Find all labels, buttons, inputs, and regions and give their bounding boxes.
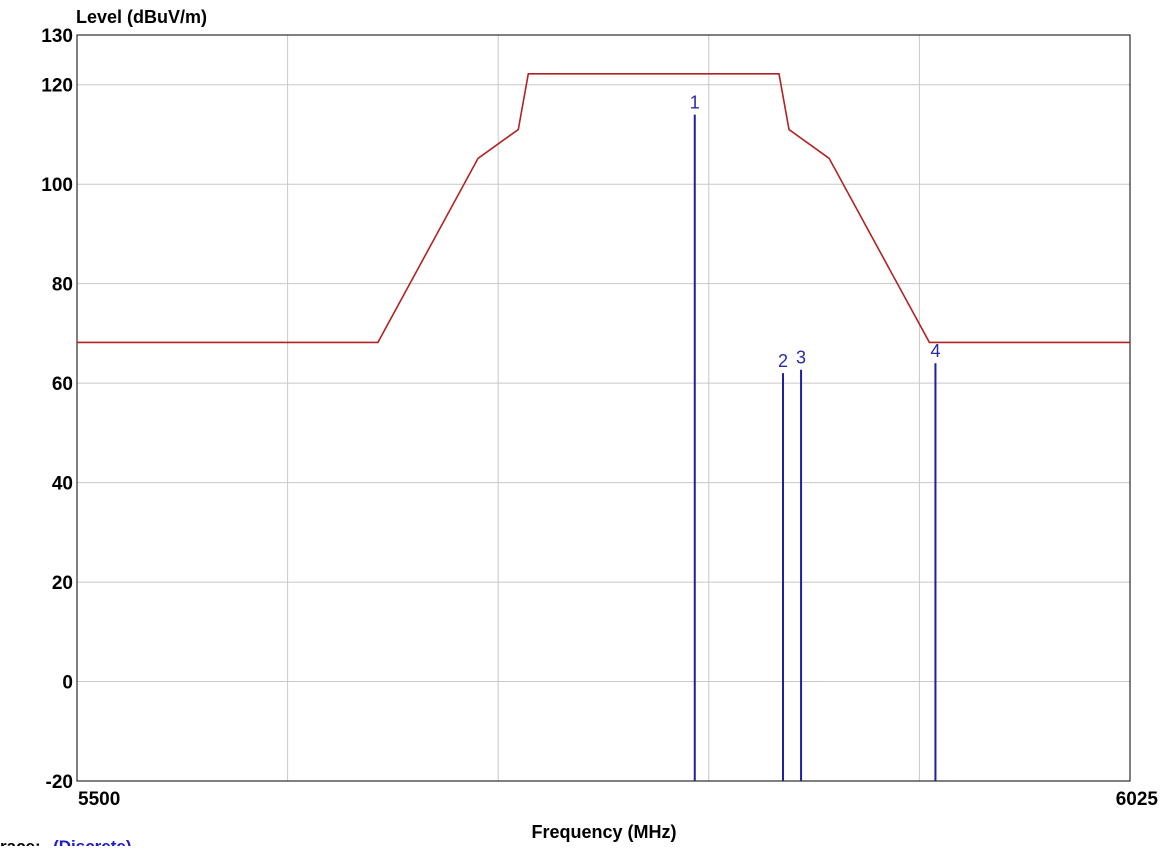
marker-label-4: 4 (930, 341, 940, 361)
plot-background (77, 35, 1130, 781)
trace-note-value: (Discrete) (53, 837, 131, 846)
x-axis-label: Frequency (MHz) (531, 822, 676, 842)
marker-label-1: 1 (690, 93, 700, 113)
marker-label-3: 3 (796, 348, 806, 368)
y-tick-label: 100 (41, 175, 73, 196)
y-tick-label: 40 (52, 474, 73, 495)
plot-border (76, 34, 1131, 782)
x-tick-label: 6025 (1116, 789, 1159, 810)
trace-note-label: race: (0, 837, 41, 846)
tick-layer: -20 0 20 40 60 80 100 120 130 5500 6025 (41, 26, 1158, 810)
y-tick-label: 20 (52, 573, 73, 594)
y-tick-label: 60 (52, 374, 73, 395)
y-tick-label: -20 (46, 772, 73, 793)
marker-label-2: 2 (778, 351, 788, 371)
x-tick-label: 5500 (78, 789, 120, 810)
y-tick-label: 0 (62, 673, 73, 694)
y-tick-label: 120 (41, 76, 73, 97)
y-axis-label: Level (dBuV/m) (76, 7, 207, 27)
grid-layer (77, 35, 1130, 781)
limit-line (77, 73, 1130, 344)
y-tick-label: 80 (52, 275, 73, 296)
trace-note: race: (Discrete) (0, 837, 132, 846)
marker-layer: 1 2 3 4 (690, 93, 940, 781)
series-layer (77, 73, 1130, 344)
y-tick-label: 130 (41, 26, 73, 47)
